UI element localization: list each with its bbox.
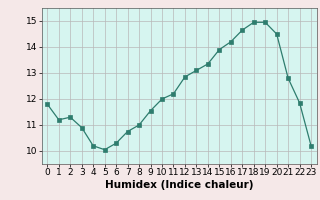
X-axis label: Humidex (Indice chaleur): Humidex (Indice chaleur) [105, 180, 253, 190]
